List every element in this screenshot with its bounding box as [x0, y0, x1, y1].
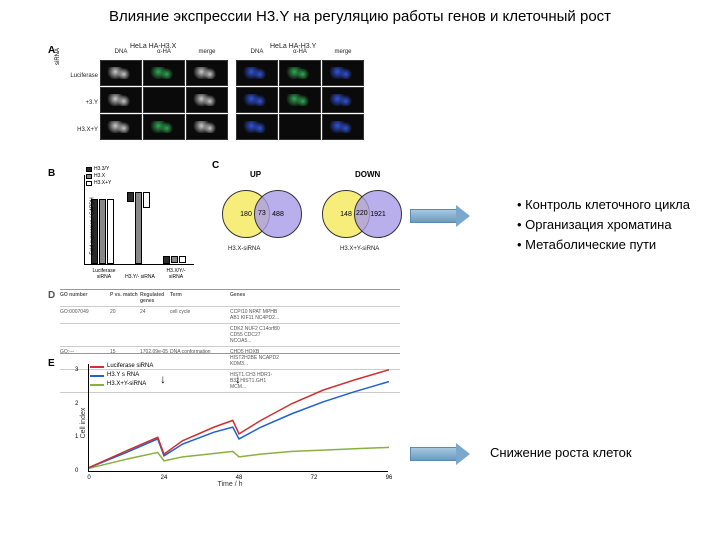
- arrow-bullets: [410, 205, 470, 227]
- group-header-2: HeLa HA-H3.Y: [270, 43, 316, 50]
- venn-right-set: H3.X+Y-siRNA: [340, 246, 379, 252]
- panel-bc: B H3.3/YH3.XH3.X+Y Luciferase siRNAH3.Y/…: [60, 168, 440, 283]
- venn-up-overlap: 73: [258, 210, 266, 217]
- bar-ylabel: Fold expression / GAPDH: [90, 197, 96, 254]
- arrow-icon: [410, 443, 470, 465]
- panel-e: E 0244872960123↓↓ Time / h Cell index Lu…: [60, 358, 400, 488]
- row-side-label: siRNA: [55, 48, 61, 65]
- panel-c-label: C: [212, 160, 219, 171]
- panel-b: B H3.3/YH3.XH3.X+Y Luciferase siRNAH3.Y/…: [60, 168, 200, 283]
- line-ylabel: Cell index: [80, 408, 87, 439]
- venn-down-overlap: 220: [356, 210, 368, 217]
- bullet-list: • Контроль клеточного цикла• Организация…: [517, 195, 690, 255]
- panel-c: C UP DOWN 180 488 73 148 1921 220 H3.X-s…: [220, 168, 440, 283]
- arrow-icon: [410, 205, 470, 227]
- line-legend: Luciferase siRNAH3.Y s RNAH3.X+Y-siRNA: [90, 362, 153, 389]
- panel-d: D GO numberP vs. matchRegulated genesTer…: [60, 289, 400, 354]
- slide-title: Влияние экспрессии H3.Y на регуляцию раб…: [0, 8, 720, 25]
- venn-left-set: H3.X-siRNA: [228, 246, 260, 252]
- panel-b-label: B: [48, 168, 55, 179]
- down-label: DOWN: [355, 170, 380, 179]
- figure-composite: A HeLa HA-H3.X HeLa HA-H3.Y siRNA DNAα-H…: [60, 35, 440, 488]
- growth-text: Снижение роста клеток: [490, 445, 632, 460]
- line-xlabel: Time / h: [217, 481, 242, 488]
- panel-d-label: D: [48, 290, 55, 301]
- bar-plot: Luciferase siRNAH3.Y/- siRNAH3.X/Y/- siR…: [84, 175, 194, 265]
- panel-a: A HeLa HA-H3.X HeLa HA-H3.Y siRNA DNAα-H…: [60, 45, 400, 160]
- panel-e-label: E: [48, 358, 55, 369]
- group-header-1: HeLa HA-H3.X: [130, 43, 176, 50]
- venn-up: 180 488 73: [220, 188, 325, 248]
- arrow-growth: [410, 443, 470, 465]
- up-label: UP: [250, 170, 261, 179]
